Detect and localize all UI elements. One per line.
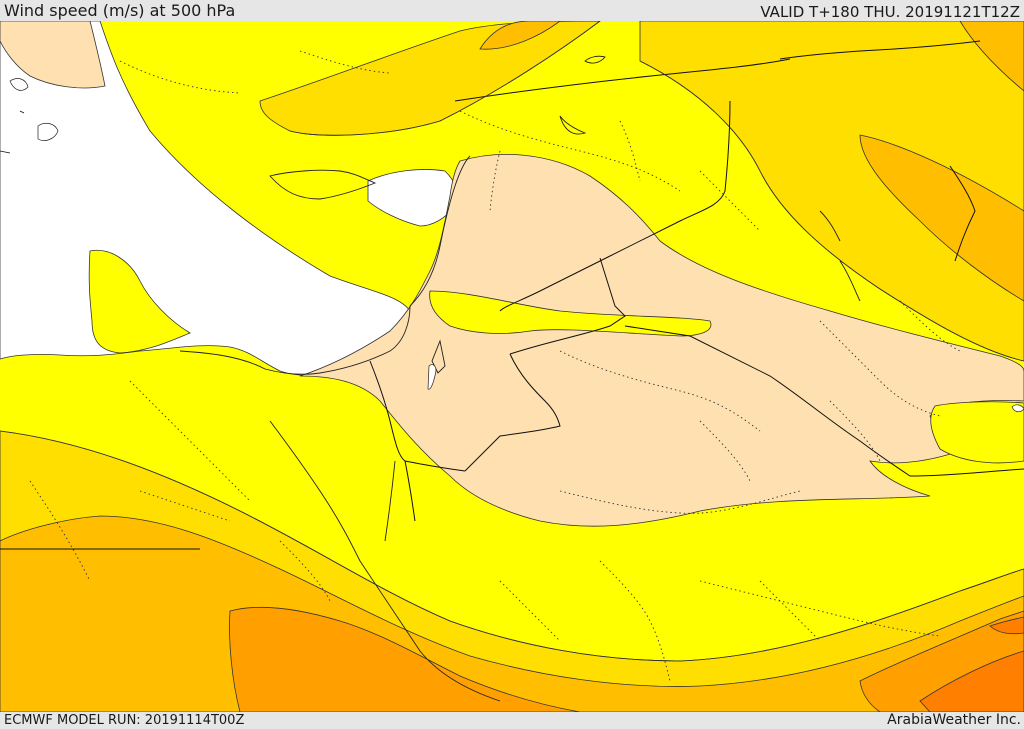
strong-wind-band-northeast [859,134,1024,302]
political-borders [0,40,1024,550]
strong-wind-patch-north [479,21,561,50]
coastlines [179,115,861,702]
valid-time-label: VALID T+180 THU. 20191121T12Z [760,3,1020,21]
yellow-peninsula-in-sea [88,249,191,354]
map-title: Wind speed (m/s) at 500 hPa [4,1,236,20]
credit-label: ArabiaWeather Inc. [887,712,1021,728]
header-bar: Wind speed (m/s) at 500 hPa VALID T+180 … [0,0,1024,21]
very-strong-wind-area-southwest [229,607,581,712]
extreme-wind-sliver-right [989,616,1024,635]
light-wind-patch-east [930,401,1024,464]
calm-wind-area-central [299,154,1024,527]
islands-and-lakes [9,78,1024,413]
aegean-calm-patch [0,21,106,89]
wind-speed-map [0,21,1024,712]
admin-boundaries [29,50,961,682]
coast-detail-dots [0,55,606,154]
wind-speed-contours [0,21,1024,662]
map-canvas [0,21,1024,712]
footer-bar: ECMWF MODEL RUN: 20191114T00Z ArabiaWeat… [0,712,1024,729]
extreme-wind-area-southeast [919,650,1024,712]
light-wind-tongue [429,290,712,337]
model-run-label: ECMWF MODEL RUN: 20191114T00Z [4,713,245,728]
